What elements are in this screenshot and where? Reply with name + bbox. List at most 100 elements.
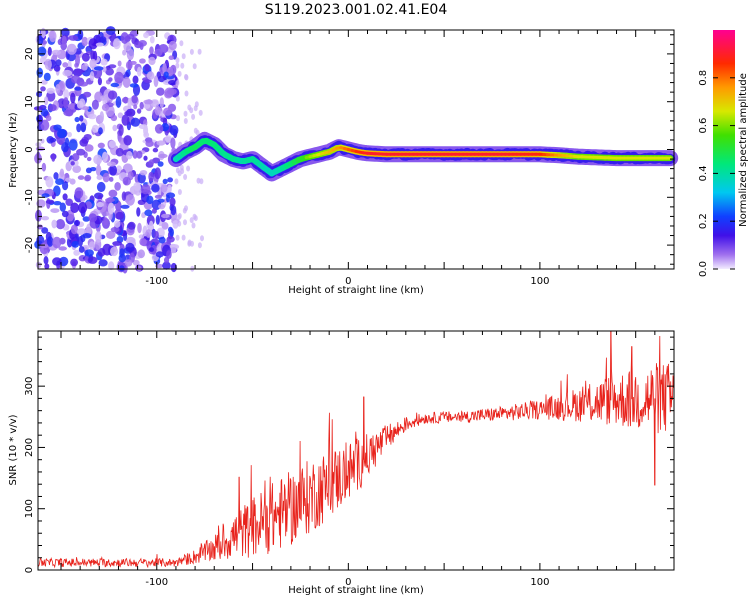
noise-speckle xyxy=(35,261,42,269)
noise-speckle xyxy=(86,223,92,236)
noise-speckle xyxy=(55,84,61,94)
noise-speckle xyxy=(194,101,199,108)
noise-speckle xyxy=(83,134,92,140)
noise-speckle xyxy=(81,106,90,111)
noise-speckle xyxy=(154,48,163,57)
noise-speckle xyxy=(101,103,110,111)
noise-speckle xyxy=(166,250,172,259)
noise-speckle xyxy=(129,83,139,88)
noise-speckle xyxy=(175,62,180,69)
noise-speckle xyxy=(168,40,177,51)
noise-speckle xyxy=(107,90,118,100)
noise-speckle xyxy=(105,26,116,36)
noise-speckle xyxy=(123,135,132,146)
noise-speckle xyxy=(55,219,66,230)
noise-speckle xyxy=(175,57,180,64)
noise-speckle xyxy=(154,167,161,180)
noise-speckle xyxy=(112,241,122,246)
noise-speckle xyxy=(62,193,68,201)
noise-speckle xyxy=(46,236,54,247)
noise-speckle xyxy=(156,140,166,146)
noise-speckle xyxy=(136,108,142,114)
noise-speckle xyxy=(184,74,189,81)
y-tick-label: -20 xyxy=(24,237,35,253)
noise-speckle xyxy=(103,217,109,226)
noise-speckle xyxy=(76,100,84,109)
y-tick-label: 0 xyxy=(24,567,35,573)
noise-speckle xyxy=(83,91,92,98)
noise-speckle xyxy=(121,114,130,126)
noise-speckle xyxy=(63,97,69,109)
noise-speckle xyxy=(43,96,49,106)
noise-speckle xyxy=(168,55,174,60)
noise-speckle xyxy=(88,241,96,250)
noise-speckle xyxy=(154,231,159,239)
noise-speckle xyxy=(67,131,72,138)
noise-speckle xyxy=(73,249,80,256)
noise-speckle xyxy=(133,104,138,110)
noise-speckle xyxy=(107,202,115,215)
noise-speckle xyxy=(102,172,110,183)
noise-speckle xyxy=(157,161,164,167)
noise-speckle xyxy=(75,68,84,74)
noise-speckle xyxy=(78,235,83,247)
noise-speckle xyxy=(62,180,69,191)
noise-speckle xyxy=(62,62,69,68)
noise-speckle xyxy=(172,220,179,229)
y-tick-label: 300 xyxy=(24,377,35,396)
noise-speckle xyxy=(145,140,154,147)
noise-speckle xyxy=(189,107,194,114)
noise-speckle xyxy=(108,77,113,82)
colorbar-ticks: 0.0 0.2 0.4 0.6 0.8 xyxy=(698,70,735,277)
noise-speckle xyxy=(156,87,165,96)
noise-speckle xyxy=(143,155,148,161)
y-tick-label: 100 xyxy=(24,499,35,518)
noise-speckle xyxy=(167,184,172,194)
noise-speckle xyxy=(58,246,67,251)
noise-speckle xyxy=(192,63,197,70)
noise-speckle xyxy=(76,228,87,236)
noise-speckle xyxy=(118,124,124,136)
noise-speckle xyxy=(76,123,82,133)
noise-speckle xyxy=(61,210,69,218)
noise-speckle xyxy=(44,263,50,270)
noise-speckle xyxy=(127,221,136,230)
noise-speckle xyxy=(149,247,154,252)
x-tick-label: 0 xyxy=(345,276,351,287)
noise-speckle xyxy=(148,56,156,66)
x-tick-label: -100 xyxy=(145,276,168,287)
y-tick-label: -10 xyxy=(24,189,35,205)
noise-speckle xyxy=(139,58,146,64)
noise-speckle xyxy=(51,219,57,229)
noise-speckle xyxy=(175,167,180,174)
noise-speckle xyxy=(181,53,186,60)
noise-speckle xyxy=(164,256,170,264)
noise-speckle xyxy=(155,214,160,225)
noise-speckle xyxy=(177,70,182,77)
noise-speckle xyxy=(169,197,176,207)
noise-speckle xyxy=(43,72,51,82)
noise-speckle xyxy=(184,90,189,97)
noise-speckle xyxy=(77,175,85,180)
noise-speckle xyxy=(110,114,118,122)
noise-speckle xyxy=(109,164,117,176)
noise-speckle xyxy=(154,124,164,134)
noise-speckle xyxy=(176,115,180,122)
noise-speckle xyxy=(160,184,168,193)
noise-speckle xyxy=(55,178,64,185)
noise-speckle xyxy=(170,137,176,149)
x-tick-label: -100 xyxy=(145,577,168,588)
noise-speckle xyxy=(121,191,127,201)
noise-speckle xyxy=(110,226,120,233)
noise-speckle xyxy=(95,231,102,243)
noise-speckle xyxy=(80,122,87,133)
noise-speckle xyxy=(149,36,155,44)
noise-speckle xyxy=(161,213,170,219)
noise-speckle xyxy=(37,46,47,57)
noise-speckle xyxy=(120,32,129,44)
noise-speckle xyxy=(143,32,149,39)
noise-speckle xyxy=(122,76,131,88)
noise-speckle xyxy=(79,115,84,122)
noise-speckle xyxy=(110,82,120,88)
noise-speckle xyxy=(125,194,135,206)
